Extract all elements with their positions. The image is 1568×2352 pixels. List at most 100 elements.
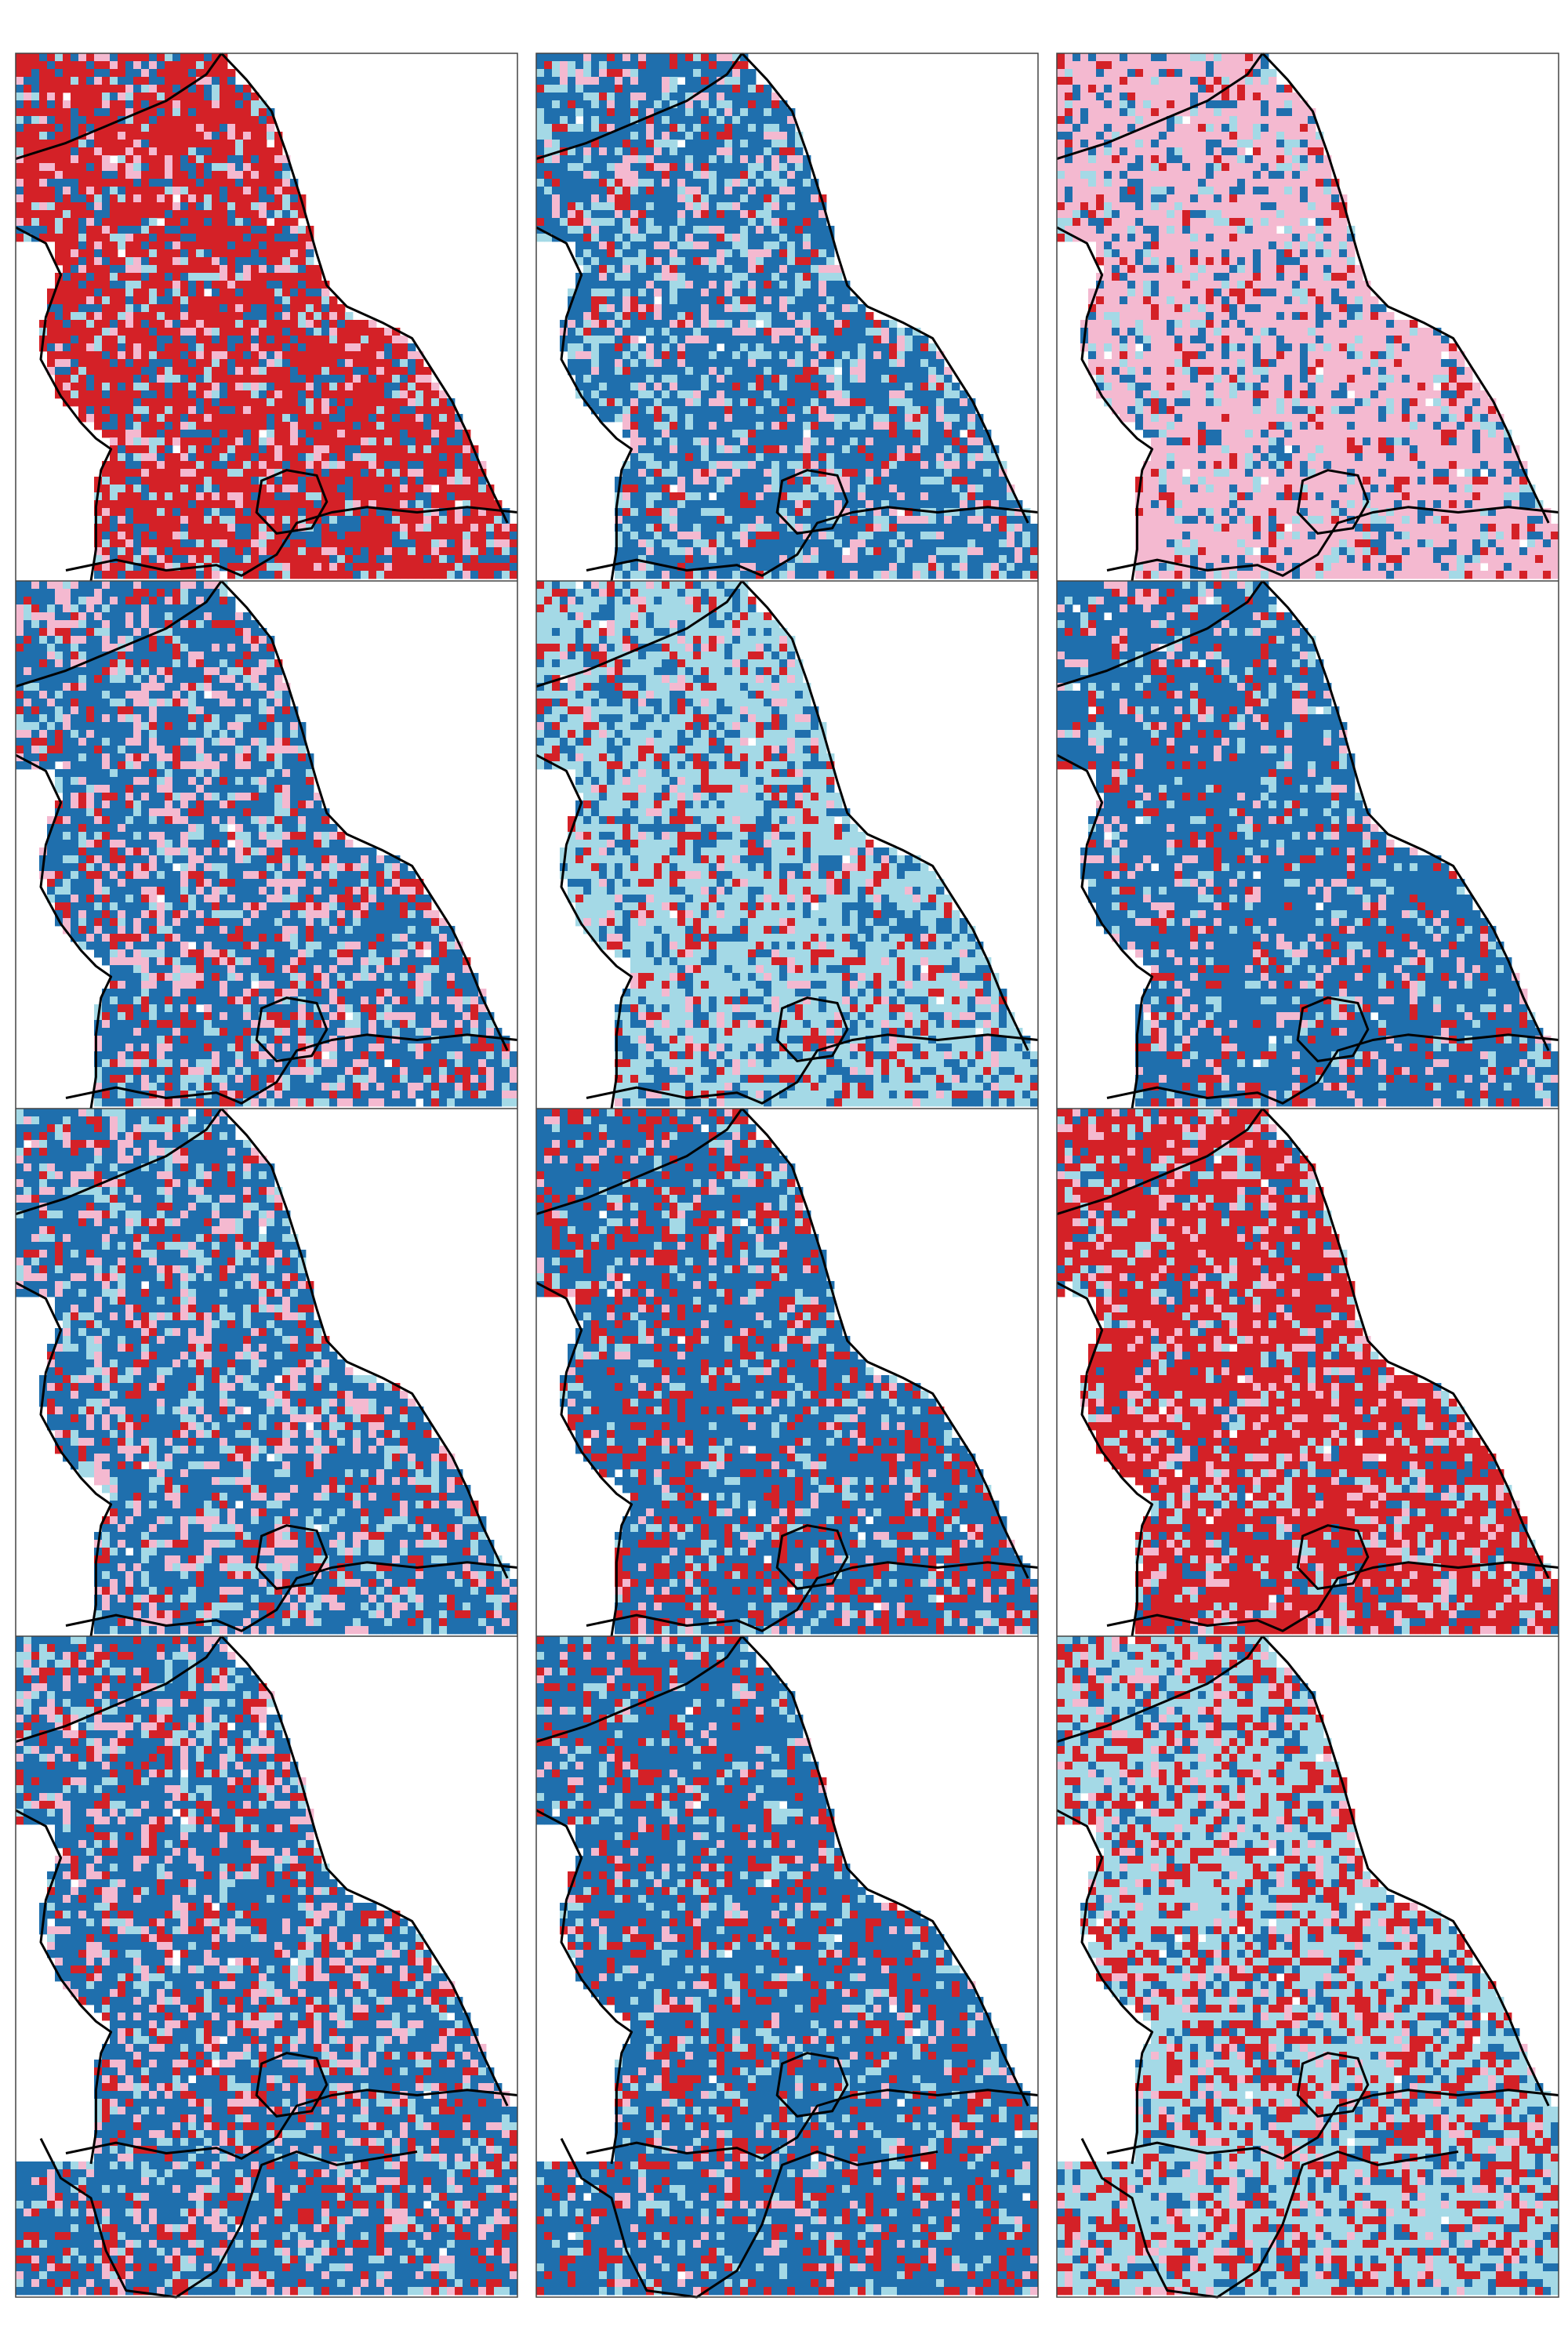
- grid-cell: [165, 539, 173, 548]
- grid-cell: [180, 469, 189, 477]
- grid-cell: [670, 469, 678, 477]
- grid-cell: [858, 367, 866, 376]
- grid-cell: [172, 241, 181, 250]
- grid-cell: [298, 343, 307, 352]
- grid-cell: [936, 430, 945, 438]
- grid-cell: [599, 312, 608, 321]
- grid-cell: [748, 461, 757, 470]
- grid-cell: [638, 281, 647, 289]
- grid-cell: [646, 53, 655, 62]
- grid-cell: [615, 147, 623, 156]
- grid-cell: [607, 116, 615, 125]
- grid-cell: [149, 265, 158, 274]
- grid-cell: [591, 273, 600, 281]
- grid-cell: [251, 132, 260, 140]
- grid-cell: [180, 359, 189, 368]
- grid-cell: [654, 147, 662, 156]
- grid-cell: [361, 469, 369, 477]
- grid-cell: [826, 383, 835, 391]
- grid-cell: [71, 194, 79, 203]
- grid-cell: [646, 202, 655, 211]
- grid-cell: [102, 414, 111, 423]
- grid-cell: [771, 414, 780, 423]
- grid-cell: [227, 469, 236, 477]
- grid-cell: [622, 77, 631, 85]
- grid-cell: [764, 116, 772, 125]
- grid-cell: [779, 140, 788, 148]
- grid-cell: [889, 398, 898, 407]
- grid-cell: [662, 304, 670, 313]
- grid-cell: [811, 398, 819, 407]
- grid-cell: [913, 343, 921, 352]
- grid-cell: [31, 108, 40, 117]
- grid-cell: [670, 343, 678, 352]
- grid-cell: [826, 414, 835, 423]
- grid-cell: [102, 69, 111, 78]
- grid-cell: [188, 61, 197, 70]
- grid-cell: [71, 281, 79, 289]
- grid-cell: [172, 155, 181, 164]
- grid-cell: [599, 69, 608, 78]
- grid-cell: [157, 234, 165, 242]
- grid-cell: [709, 77, 717, 85]
- grid-cell: [591, 77, 600, 85]
- grid-cell: [748, 406, 757, 415]
- grid-cell: [470, 500, 479, 509]
- grid-cell: [470, 469, 479, 477]
- grid-cell: [345, 367, 354, 376]
- grid-cell: [630, 320, 639, 328]
- grid-cell: [251, 445, 260, 454]
- grid-cell: [615, 187, 623, 195]
- grid-cell: [677, 257, 686, 266]
- grid-cell: [63, 351, 71, 360]
- grid-cell: [732, 257, 741, 266]
- grid-cell: [670, 93, 678, 101]
- grid-cell: [94, 304, 103, 313]
- grid-cell: [662, 320, 670, 328]
- grid-cell: [204, 53, 212, 62]
- grid-cell: [670, 430, 678, 438]
- grid-cell: [717, 140, 725, 148]
- grid-cell: [227, 265, 236, 274]
- grid-cell: [779, 343, 788, 352]
- grid-cell: [701, 351, 710, 360]
- grid-cell: [125, 273, 134, 281]
- grid-cell: [227, 547, 236, 556]
- grid-cell: [235, 477, 244, 485]
- grid-cell: [290, 414, 299, 423]
- grid-cell: [779, 351, 788, 360]
- grid-cell: [165, 265, 173, 274]
- grid-cell: [709, 383, 717, 391]
- grid-cell: [251, 163, 260, 172]
- grid-cell: [944, 477, 953, 485]
- grid-cell: [78, 116, 87, 125]
- grid-cell: [172, 257, 181, 266]
- grid-cell: [638, 163, 647, 172]
- grid-cell: [157, 312, 165, 321]
- grid-cell: [920, 343, 929, 352]
- grid-cell: [717, 328, 725, 336]
- grid-cell: [615, 398, 623, 407]
- grid-cell: [274, 281, 283, 289]
- grid-cell: [78, 343, 87, 352]
- grid-cell: [866, 336, 874, 344]
- grid-cell: [306, 532, 314, 540]
- grid-cell: [850, 390, 858, 399]
- grid-cell: [376, 524, 385, 532]
- grid-cell: [787, 304, 796, 313]
- grid-cell: [188, 539, 197, 548]
- grid-cell: [220, 453, 228, 462]
- grid-cell: [329, 437, 338, 446]
- grid-cell: [913, 437, 921, 446]
- grid-cell: [677, 390, 686, 399]
- grid-cell: [55, 93, 64, 101]
- grid-cell: [274, 422, 283, 430]
- grid-cell: [724, 140, 733, 148]
- grid-cell: [568, 53, 576, 62]
- grid-cell: [889, 383, 898, 391]
- grid-cell: [630, 265, 639, 274]
- grid-cell: [314, 571, 322, 579]
- grid-cell: [274, 218, 283, 227]
- grid-cell: [928, 390, 937, 399]
- grid-cell: [196, 469, 205, 477]
